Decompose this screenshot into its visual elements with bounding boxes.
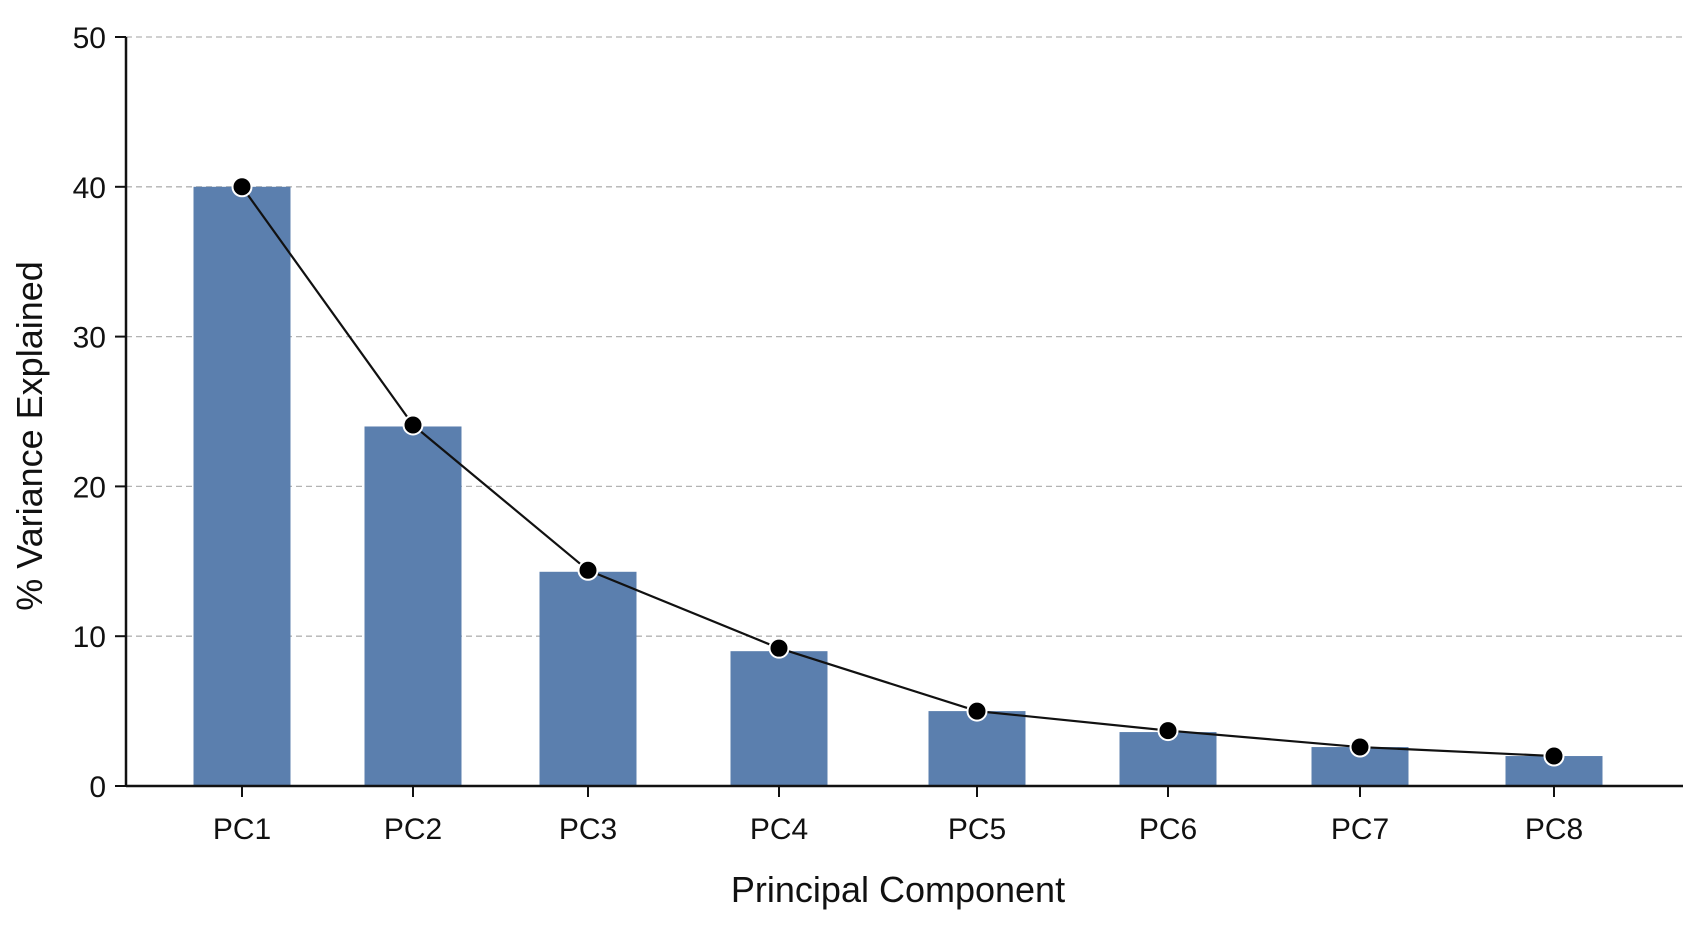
y-ticks: 0 10 20 30 40 50 [73, 22, 126, 804]
line-markers [231, 176, 1565, 767]
x-tick-label: PC3 [559, 813, 617, 846]
marker-pc7 [1349, 736, 1371, 758]
y-tick-label: 30 [73, 322, 106, 355]
bar-pc5 [928, 711, 1026, 786]
bar-pc2 [364, 426, 462, 786]
y-tick-label: 0 [89, 771, 106, 804]
x-tick-label: PC8 [1525, 813, 1583, 846]
bar-pc3 [539, 571, 637, 786]
y-tick-label: 50 [73, 22, 106, 55]
marker-pc4 [768, 637, 790, 659]
y-axis-title: % Variance Explained [9, 261, 50, 611]
x-tick-label: PC2 [384, 813, 442, 846]
gridlines [126, 36, 1683, 637]
variance-line [241, 186, 1555, 758]
x-tick-label: PC6 [1139, 813, 1197, 846]
marker-pc5 [966, 700, 988, 722]
bar-pc1 [193, 186, 291, 787]
cumulative-line [241, 186, 1555, 758]
x-axis-title: Principal Component [731, 869, 1065, 910]
marker-pc1 [231, 176, 253, 198]
marker-pc8 [1543, 745, 1565, 767]
y-tick-label: 40 [73, 172, 106, 205]
x-tick-label: PC1 [213, 813, 271, 846]
x-ticks: PC1 PC2 PC3 PC4 PC5 PC6 PC7 PC8 [213, 786, 1583, 846]
y-tick-label: 10 [73, 621, 106, 654]
x-tick-label: PC4 [750, 813, 808, 846]
y-tick-label: 20 [73, 471, 106, 504]
axes [124, 37, 1683, 788]
marker-pc2 [402, 414, 424, 436]
marker-pc3 [577, 559, 599, 581]
bar-pc4 [730, 651, 828, 786]
x-tick-label: PC7 [1331, 813, 1389, 846]
marker-pc6 [1157, 720, 1179, 742]
bars [193, 186, 1603, 787]
x-tick-label: PC5 [948, 813, 1006, 846]
